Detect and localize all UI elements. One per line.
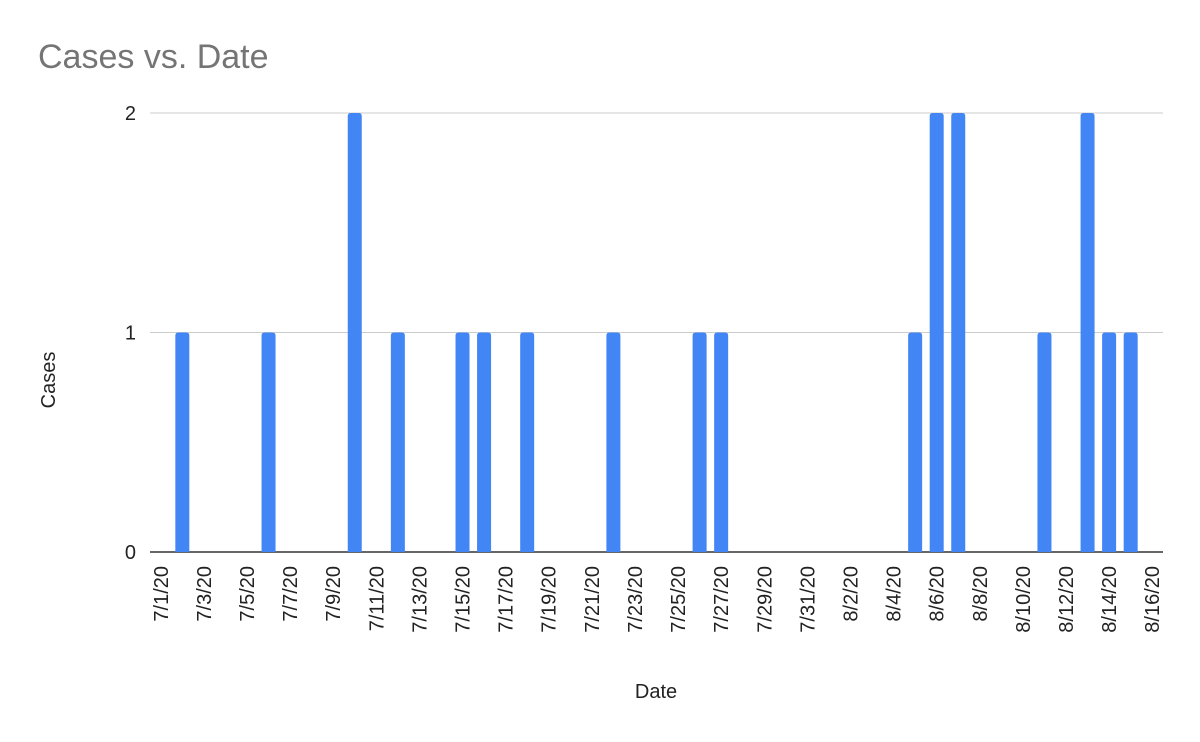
x-tick-label: 7/9/20 [323,566,345,622]
x-tick-label: 8/12/20 [1056,566,1078,633]
x-tick-label: 8/4/20 [884,566,906,622]
bar [455,332,470,552]
x-tick-label: 8/8/20 [970,566,992,622]
bar [951,113,966,552]
y-tick-label: 1 [125,323,136,345]
y-tick-label: 2 [125,103,136,125]
x-tick-label: 8/10/20 [1013,566,1035,633]
bar [929,113,944,552]
x-tick-label: 7/15/20 [453,566,475,633]
bar [175,332,190,552]
x-tick-label: 7/31/20 [797,566,819,633]
bar [1123,332,1138,552]
x-tick-label: 8/14/20 [1099,566,1121,633]
bar [692,332,707,552]
bar [1037,332,1052,552]
x-tick-label: 8/2/20 [840,566,862,622]
bar [606,332,621,552]
bar [520,332,535,552]
bar [261,332,276,552]
x-tick-label: 7/23/20 [625,566,647,633]
x-axis-label: Date [635,681,677,703]
bar [1102,332,1117,552]
x-tick-label: 8/16/20 [1142,566,1164,633]
x-tick-label: 7/1/20 [151,566,173,622]
x-tick-label: 7/21/20 [582,566,604,633]
x-tick-label: 7/5/20 [237,566,259,622]
chart-title: Cases vs. Date [38,38,269,76]
bar [347,113,362,552]
y-axis-label: Cases [38,352,60,409]
bar [908,332,923,552]
x-tick-label: 7/19/20 [539,566,561,633]
x-tick-label: 7/3/20 [194,566,216,622]
bar [714,332,729,552]
x-tick-label: 8/6/20 [927,566,949,622]
bar [477,332,492,552]
x-tick-label: 7/25/20 [668,566,690,633]
x-tick-label: 7/29/20 [754,566,776,633]
y-tick-label: 0 [125,542,136,564]
x-tick-label: 7/27/20 [711,566,733,633]
x-tick-label: 7/13/20 [409,566,431,633]
x-tick-label: 7/17/20 [496,566,518,633]
x-tick-label: 7/7/20 [280,566,302,622]
x-tick-label: 7/11/20 [366,566,388,631]
bar [1080,113,1095,552]
bar [390,332,405,552]
